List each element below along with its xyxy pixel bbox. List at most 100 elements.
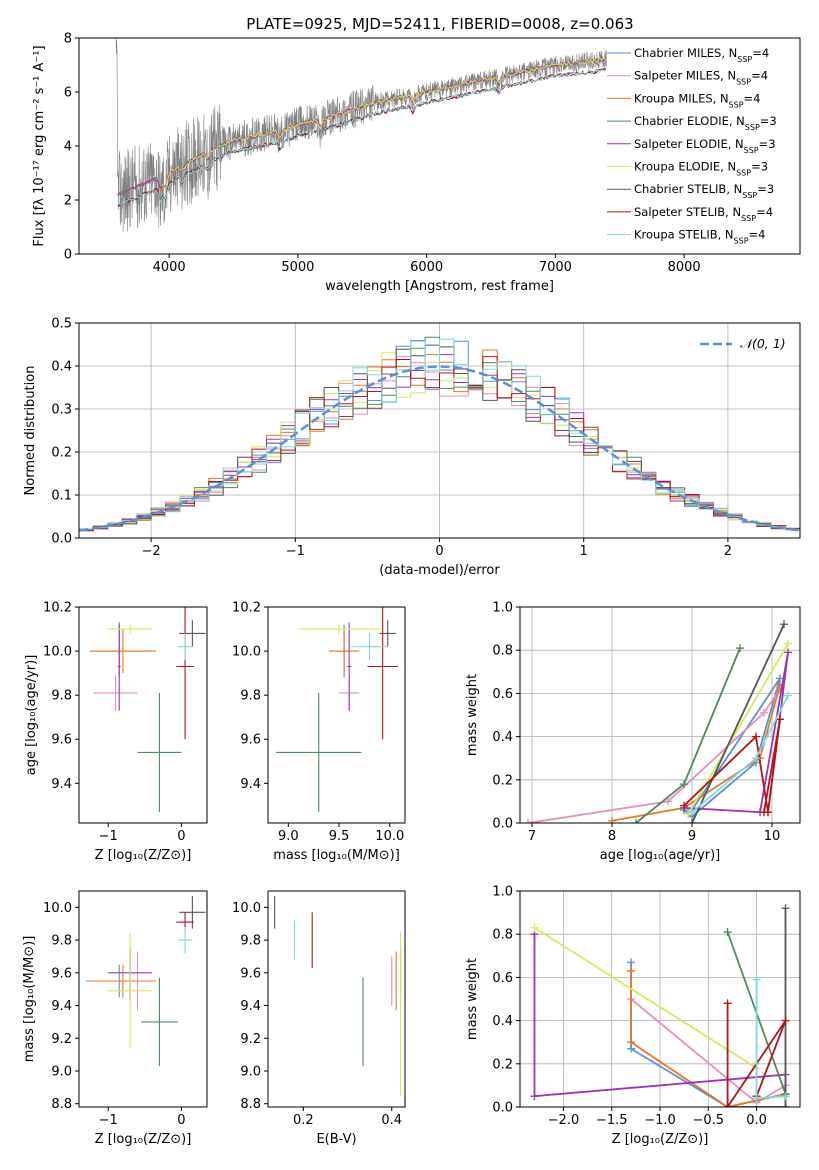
y-axis-label: age [log₁₀(age/yr)] xyxy=(24,655,39,776)
y-tick-label: 1.0 xyxy=(492,885,513,900)
y-tick-label: 0.6 xyxy=(492,687,513,702)
x-tick-label: 0.0 xyxy=(746,1113,767,1128)
weight-marker xyxy=(780,620,788,629)
y-tick-label: 10.2 xyxy=(232,601,261,616)
figure-title: PLATE=0925, MJD=52411, FIBERID=0008, z=0… xyxy=(246,15,633,33)
y-tick-label: 9.2 xyxy=(240,1032,261,1047)
weight-marker xyxy=(627,958,636,967)
y-tick-label: 0.8 xyxy=(492,928,513,943)
error-point-5 xyxy=(108,933,153,1049)
legend-label: Salpeter MILES, NSSP=4 xyxy=(634,69,768,87)
x-axis-label: mass [log₁₀(M/M⊙)] xyxy=(273,848,400,863)
x-tick-label: −1.5 xyxy=(596,1113,628,1128)
y-tick-label: 9.6 xyxy=(240,966,261,981)
y-axis-label: mass [log₁₀(M/M⊙)] xyxy=(22,936,37,1063)
error-point-2 xyxy=(328,629,360,674)
weight-marker xyxy=(781,904,790,913)
weight-marker xyxy=(784,691,792,700)
histogram-8 xyxy=(79,338,800,538)
y-tick-label: 0.4 xyxy=(492,730,513,745)
weight-marker xyxy=(632,819,640,823)
y-tick-label: 9.2 xyxy=(51,1032,72,1047)
y-tick-label: 9.8 xyxy=(240,689,261,704)
x-tick-label: −1 xyxy=(286,544,305,559)
legend-label: Chabrier ELODIE, NSSP=3 xyxy=(634,114,777,132)
x-tick-label: −1 xyxy=(99,829,118,844)
axes-frame xyxy=(267,890,406,1108)
x-tick-label: −1.0 xyxy=(644,1113,676,1128)
weight-marker xyxy=(664,797,672,806)
x-tick-label: 10.0 xyxy=(375,829,404,844)
y-tick-label: 9.0 xyxy=(51,1065,72,1080)
y-tick-label: 10.0 xyxy=(43,901,72,916)
weight-marker xyxy=(752,975,761,984)
y-tick-label: 8.8 xyxy=(51,1097,72,1112)
y-tick-label: 9.8 xyxy=(51,934,72,949)
weight-marker xyxy=(530,1092,539,1101)
weight-marker xyxy=(680,780,688,789)
error-point-2 xyxy=(89,629,156,674)
error-point-6 xyxy=(179,620,206,647)
y-tick-label: 0 xyxy=(64,248,72,263)
weight-marker xyxy=(752,754,760,763)
y-tick-label: 0.8 xyxy=(492,644,513,659)
weight-marker xyxy=(688,819,696,823)
y-tick-label: 9.4 xyxy=(51,999,72,1014)
panel-weight_vs_age: 7 8 9 10 0.0 0.2 0.4 0.6 0.8 1.0 age [log₁₀(age/yr… xyxy=(465,601,801,863)
weight-marker xyxy=(781,1103,790,1107)
x-axis-label: Z [log₁₀(Z/Z⊙)] xyxy=(612,1132,709,1147)
y-tick-label: 9.6 xyxy=(51,733,72,748)
axes-frame xyxy=(78,606,208,824)
legend-label: 𝒩(0, 1) xyxy=(740,336,786,351)
error-point-4 xyxy=(117,622,121,711)
panel-mass_vs_EBV: 0.2 0.4 8.8 9.0 9.2 9.4 9.6 9.8 10.0 E(B-V) xyxy=(232,890,406,1147)
x-tick-label: 8 xyxy=(608,829,616,844)
x-tick-label: 10 xyxy=(764,829,781,844)
x-tick-label: 9.0 xyxy=(278,829,299,844)
y-tick-label: 6 xyxy=(64,86,72,101)
x-tick-label: −0.5 xyxy=(692,1113,724,1128)
x-axis-label: Z [log₁₀(Z/Z⊙)] xyxy=(95,848,192,863)
error-point-3 xyxy=(141,977,178,1067)
legend-label: Kroupa ELODIE, NSSP=3 xyxy=(634,160,768,178)
weight-marker xyxy=(627,1038,636,1047)
y-tick-label: 0.0 xyxy=(492,1101,513,1116)
x-tick-label: 5000 xyxy=(281,260,314,275)
y-tick-label: 9.4 xyxy=(240,999,261,1014)
x-axis-label: (data-model)/error xyxy=(379,563,500,578)
y-tick-label: 10.0 xyxy=(232,901,261,916)
observed-spectrum xyxy=(115,38,608,233)
weight-marker xyxy=(723,1103,732,1107)
error-point-7 xyxy=(176,607,194,740)
y-axis-label: mass weight xyxy=(465,958,480,1040)
plot-area xyxy=(115,38,608,233)
weight-marker xyxy=(784,639,792,648)
weight-line-6 xyxy=(691,623,785,823)
y-tick-label: 4 xyxy=(64,140,72,155)
x-tick-label: 0 xyxy=(177,829,185,844)
x-tick-label: 2 xyxy=(724,544,732,559)
plot-area xyxy=(79,336,800,538)
weight-marker xyxy=(781,1016,790,1025)
weight-marker xyxy=(723,999,732,1008)
panel-residuals: −2 −1 0 1 2 0.0 0.1 0.2 0.3 0.4 0.5 (data-model)/er… xyxy=(23,317,801,578)
error-point-6 xyxy=(179,895,206,929)
panel-age_vs_mass: 9.0 9.5 10.0 9.4 9.6 9.8 10.0 10.2 mass [log₁₀(M… xyxy=(232,601,406,863)
axes-frame xyxy=(519,606,801,824)
plot-area xyxy=(89,607,206,812)
panel-weight_vs_Z: −2.0 −1.5 −1.0 −0.5 0.0 0.0 0.2 0.4 0.6 0.8 1.0 Z [… xyxy=(465,885,801,1147)
weight-marker xyxy=(627,966,636,975)
x-tick-label: 0 xyxy=(435,544,443,559)
panel-spectrum: 4000 5000 6000 7000 8000 0 2 4 6 8 wavelength [Ang… xyxy=(32,32,801,294)
error-point-2 xyxy=(89,964,156,998)
legend: Chabrier MILES, NSSP=4 Salpeter MILES, NS… xyxy=(607,46,777,245)
plot-area xyxy=(530,904,790,1107)
y-tick-label: 8.8 xyxy=(240,1097,261,1112)
error-point-8 xyxy=(177,927,193,954)
error-point-4 xyxy=(347,622,352,711)
histogram-7 xyxy=(79,356,800,538)
y-axis-label: Normed distribution xyxy=(23,366,38,496)
y-axis-label: mass weight xyxy=(465,674,480,756)
